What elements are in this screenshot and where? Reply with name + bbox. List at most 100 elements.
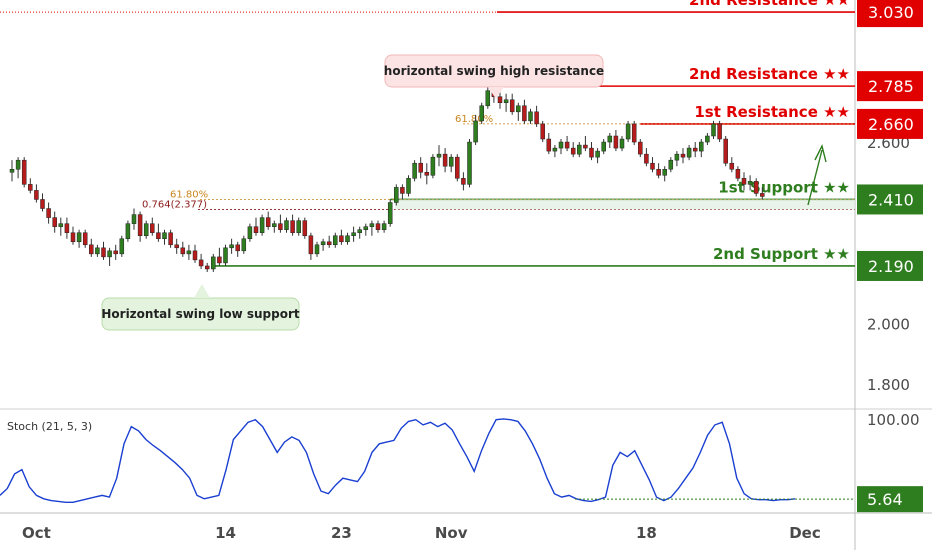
candle-body xyxy=(15,159,21,170)
candle-body xyxy=(314,244,320,255)
candle-body xyxy=(528,111,533,122)
candle-body xyxy=(729,162,735,170)
price-tags-layer: 3.030 2.785 2.660 2.410 2.190 5.64 xyxy=(857,0,923,513)
candle-body xyxy=(46,208,51,218)
candle-body xyxy=(70,232,76,243)
level-label: 2nd Resistance ★★ xyxy=(689,0,850,9)
candle-body xyxy=(479,105,484,122)
candle-body xyxy=(192,250,198,261)
candle-body xyxy=(320,241,326,246)
candle-body xyxy=(229,244,234,249)
candle-body xyxy=(52,217,57,227)
price-tag-text: 2.660 xyxy=(868,115,914,134)
candle-body xyxy=(662,168,667,176)
candle-body xyxy=(64,223,70,233)
candle-body xyxy=(455,156,460,179)
candle-body xyxy=(516,105,521,113)
candle-body xyxy=(564,141,570,149)
stoch-tag-bg xyxy=(857,486,923,513)
candle-body xyxy=(290,220,295,233)
candle-body xyxy=(89,244,94,255)
candle-body xyxy=(424,172,430,176)
annotation-layer: horizontal swing high resistance Horizont… xyxy=(101,54,827,331)
candle-body xyxy=(448,156,454,167)
candle-body xyxy=(760,193,765,197)
candle-body xyxy=(686,147,692,158)
candle-body xyxy=(168,232,173,246)
candle-body xyxy=(381,223,387,230)
candle-body xyxy=(150,223,155,233)
candle-body xyxy=(9,168,15,173)
candle-body xyxy=(644,153,649,164)
stoch-tick: 100.00 xyxy=(867,411,920,429)
price-tag-bg xyxy=(857,71,923,102)
candle-body xyxy=(467,141,472,185)
candle-body xyxy=(638,141,643,155)
candle-body xyxy=(284,220,289,230)
stoch-label: Stoch (21, 5, 3) xyxy=(7,420,92,433)
level-label: 1st Resistance ★★ xyxy=(694,103,850,121)
candle-body xyxy=(217,256,222,264)
candle-body xyxy=(76,232,82,243)
fibonacci-layer: 61.80%61.80%0.764(2.377) xyxy=(142,114,855,210)
candle-body xyxy=(241,238,247,252)
time-tick: 23 xyxy=(331,524,352,542)
projection-arrow xyxy=(807,149,823,206)
candle-body xyxy=(34,190,39,200)
candle-body xyxy=(198,259,204,267)
price-tag-bg xyxy=(857,108,923,139)
candle-body xyxy=(631,123,637,143)
fib-label: 0.764(2.377) xyxy=(142,199,207,210)
candle-body xyxy=(107,250,112,258)
price-tag-bg xyxy=(857,0,923,28)
price-tag-text: 2.410 xyxy=(868,190,914,209)
candle-body xyxy=(717,123,722,140)
candle-body xyxy=(174,244,179,249)
candle-body xyxy=(308,235,314,255)
candle-body xyxy=(656,168,661,176)
candle-body xyxy=(680,153,686,158)
candle-body xyxy=(546,138,552,152)
candle-body xyxy=(58,223,64,227)
candle-body xyxy=(296,220,301,233)
candle-body xyxy=(28,184,33,191)
candle-body xyxy=(741,178,747,185)
candle-body xyxy=(534,111,539,125)
candle-body xyxy=(357,229,362,233)
candle-body xyxy=(363,226,369,230)
price-tag-text: 3.030 xyxy=(868,3,914,22)
projection-arrow-head xyxy=(814,143,827,163)
price-tag-bg xyxy=(857,184,923,215)
candle-body xyxy=(509,99,515,113)
candle-body xyxy=(552,147,558,152)
fib-label: 61.80% xyxy=(455,114,493,125)
candle-body xyxy=(558,141,564,149)
price-tag-text: 2.190 xyxy=(868,257,914,276)
candle-body xyxy=(211,256,216,270)
stochastic-pane: Stoch (21, 5, 3) xyxy=(0,418,855,503)
candle-body xyxy=(143,223,149,236)
candle-body xyxy=(650,162,655,170)
note-text: Horizontal swing low support xyxy=(101,307,300,321)
candlestick-series xyxy=(9,84,765,272)
candle-body xyxy=(711,123,716,137)
level-label: 2nd Resistance ★★ xyxy=(689,65,850,83)
note-pointer xyxy=(194,284,210,298)
candle-body xyxy=(442,153,448,167)
candle-body xyxy=(339,235,344,243)
fib-label: 61.80% xyxy=(170,189,208,200)
candle-body xyxy=(302,220,308,236)
candle-body xyxy=(125,223,131,240)
candle-body xyxy=(131,214,137,224)
candle-body xyxy=(272,223,277,227)
candle-body xyxy=(583,144,588,149)
candle-body xyxy=(333,235,338,246)
time-tick: Dec xyxy=(789,524,821,542)
candle-body xyxy=(406,178,411,194)
candle-body xyxy=(753,181,759,194)
candle-body xyxy=(418,162,423,173)
candle-body xyxy=(345,235,350,243)
